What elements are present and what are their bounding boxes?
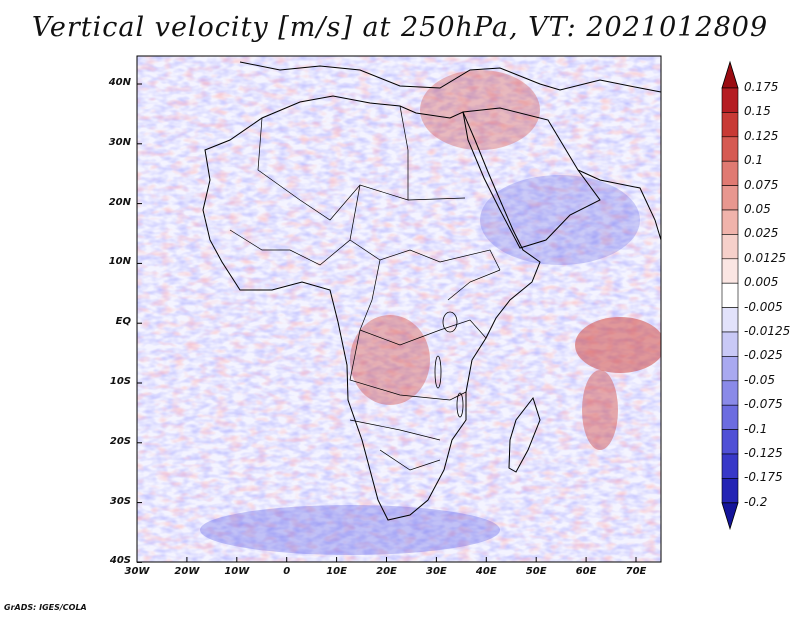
- colorbar-swatch: [721, 258, 739, 284]
- axis-ticks: [136, 83, 637, 563]
- lat-label: 20N: [108, 196, 131, 208]
- lat-label: 30S: [109, 495, 131, 507]
- colorbar-cap-top: [721, 60, 739, 89]
- country-borders: [229, 105, 501, 471]
- madagascar-coastline: [508, 396, 541, 473]
- colorbar-label: -0.025: [744, 348, 783, 363]
- asia-coastline: [577, 169, 661, 241]
- colorbar: [721, 60, 739, 531]
- colorbar-swatch: [721, 160, 739, 186]
- colorbar-swatch: [721, 234, 739, 260]
- rising-motion-patch: [575, 317, 661, 373]
- lon-label: 60E: [575, 566, 597, 577]
- lon-label: 30W: [124, 566, 150, 577]
- lon-label: 0: [283, 566, 291, 577]
- colorbar-swatch: [721, 380, 739, 406]
- colorbar-label: 0.15: [744, 104, 771, 119]
- sinking-motion-patch: [480, 175, 640, 265]
- lon-label: 40E: [475, 566, 497, 577]
- lat-label: 20S: [109, 435, 131, 447]
- lat-label: 30N: [108, 136, 131, 148]
- colorbar-swatch: [721, 209, 739, 235]
- colorbar-label: 0.0125: [744, 250, 786, 265]
- sinking-motion-patch: [200, 505, 500, 555]
- colorbar-swatch: [721, 429, 739, 455]
- colorbar-label: 0.05: [744, 202, 771, 216]
- colorbar-label: -0.05: [744, 372, 776, 387]
- colorbar-swatch: [721, 112, 739, 138]
- colorbar-swatch: [721, 136, 739, 162]
- lat-label: 40N: [108, 77, 131, 88]
- lat-label: 40S: [109, 555, 131, 567]
- lat-label: 10S: [109, 376, 131, 387]
- colorbar-swatch: [721, 356, 739, 382]
- lat-label: 10N: [108, 256, 131, 268]
- colorbar-cap-bottom: [721, 502, 739, 531]
- chart-title: Vertical velocity [m/s] at 250hPa, VT: 2…: [31, 12, 769, 43]
- colorbar-label: 0.075: [744, 177, 779, 192]
- colorbar-label: -0.1: [744, 421, 768, 436]
- colorbar-swatch: [721, 307, 739, 333]
- colorbar-label: 0.175: [744, 80, 779, 94]
- europe-coastline: [239, 61, 661, 93]
- colorbar-label: 0.005: [744, 275, 779, 290]
- colorbar-swatch: [721, 282, 739, 308]
- colorbar-swatch: [721, 404, 739, 430]
- rising-motion-patch: [350, 315, 430, 405]
- lon-label: 10E: [326, 566, 347, 577]
- lon-label: 20E: [376, 566, 397, 577]
- arabia-coastline: [462, 107, 601, 249]
- colorbar-swatch: [721, 87, 739, 113]
- colorbar-label: -0.005: [744, 299, 783, 314]
- colorbar-label: -0.125: [744, 446, 783, 460]
- lon-label: 10W: [224, 566, 250, 577]
- lon-label: 30E: [426, 566, 447, 577]
- lon-label: 50E: [525, 566, 547, 577]
- rising-motion-patch: [582, 370, 618, 450]
- colorbar-swatch: [721, 453, 739, 479]
- colorbar-label: -0.2: [744, 494, 768, 509]
- colorbar-swatch: [721, 478, 739, 504]
- map-frame: [136, 55, 662, 563]
- colorbar-label: -0.175: [744, 470, 783, 485]
- lakes: [434, 311, 464, 418]
- lon-label: 20W: [174, 566, 200, 577]
- lat-label: EQ: [115, 316, 131, 328]
- colorbar-label: -0.0125: [744, 324, 791, 338]
- colorbar-label: -0.075: [744, 397, 783, 412]
- velocity-field: [137, 56, 661, 562]
- credit-text: GrADS: IGES/COLA: [4, 603, 87, 612]
- colorbar-swatch: [721, 185, 739, 211]
- colorbar-label: 0.125: [744, 128, 779, 143]
- colorbar-label: 0.025: [744, 226, 779, 241]
- lon-label: 70E: [625, 566, 647, 577]
- colorbar-swatch: [721, 331, 739, 357]
- colorbar-label: 0.1: [744, 153, 764, 168]
